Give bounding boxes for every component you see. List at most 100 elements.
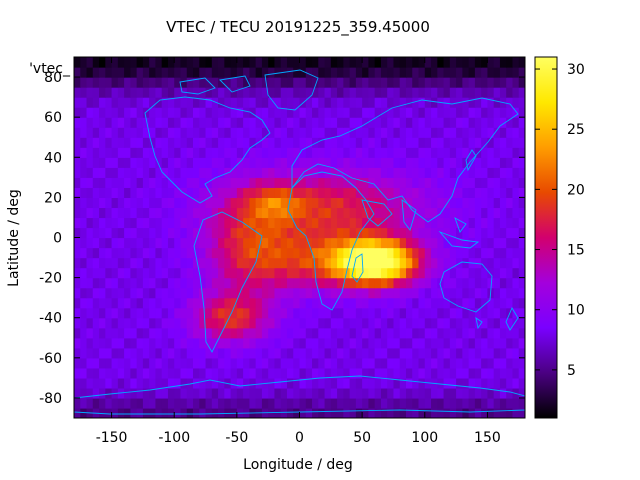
heat-cell — [305, 237, 313, 249]
heat-cell — [418, 397, 426, 409]
heat-cell — [99, 397, 106, 409]
heat-cell — [293, 177, 301, 188]
heat-cell — [136, 157, 144, 168]
heat-cell — [462, 387, 470, 399]
heat-cell — [437, 327, 445, 339]
heat-cell — [443, 207, 451, 219]
heat-cell — [136, 347, 144, 359]
heat-cell — [312, 117, 319, 128]
heat-cell — [424, 337, 432, 349]
heat-cell — [155, 197, 163, 209]
heat-cell — [136, 317, 144, 329]
heat-cell — [481, 177, 489, 188]
heat-cell — [481, 207, 489, 219]
heat-cell — [230, 97, 238, 108]
heat-cell — [243, 227, 250, 239]
colorbar-tick-label: 30 — [567, 62, 585, 78]
heat-cell — [293, 357, 301, 369]
heat-cell — [362, 387, 369, 399]
heat-cell — [155, 167, 163, 178]
heat-cell — [230, 207, 238, 219]
heat-cell — [255, 267, 263, 279]
heat-cell — [449, 117, 457, 128]
heat-cell — [149, 337, 157, 349]
heat-cell — [405, 277, 413, 289]
heat-cell — [286, 317, 294, 329]
heat-cell — [180, 57, 188, 68]
heat-cell — [280, 337, 288, 349]
heat-cell — [380, 77, 388, 88]
heat-cell — [431, 67, 438, 78]
heat-cell — [318, 167, 326, 178]
heat-cell — [437, 57, 445, 68]
heat-cell — [86, 267, 94, 279]
heat-cell — [199, 267, 207, 279]
heat-cell — [255, 137, 263, 148]
heat-cell — [186, 207, 194, 219]
heat-cell — [443, 337, 451, 349]
heat-cell — [456, 237, 463, 249]
heat-cell — [236, 137, 244, 148]
heat-cell — [136, 97, 144, 108]
heat-cell — [186, 237, 194, 249]
heat-cell — [268, 207, 276, 219]
heat-cell — [374, 127, 382, 138]
heat-cell — [518, 57, 525, 68]
heat-cell — [218, 177, 225, 188]
heat-cell — [161, 397, 169, 409]
heat-cell — [399, 177, 407, 188]
heat-cell — [324, 337, 332, 349]
heat-cell — [130, 377, 138, 389]
heat-cell — [86, 337, 94, 349]
heat-cell — [343, 277, 351, 289]
heat-cell — [92, 387, 100, 399]
heat-cell — [380, 87, 388, 98]
heat-cell — [405, 287, 413, 299]
heat-cell — [117, 257, 125, 269]
heat-cell — [105, 217, 113, 229]
heat-cell — [130, 167, 138, 178]
heat-cell — [230, 67, 238, 78]
heat-cell — [236, 327, 244, 339]
heat-cell — [312, 197, 319, 209]
heat-cell — [167, 287, 175, 299]
heat-cell — [462, 57, 470, 68]
heat-cell — [149, 67, 157, 78]
heat-cell — [506, 157, 514, 168]
heat-cell — [506, 387, 514, 399]
heat-cell — [399, 107, 407, 118]
heat-cell — [236, 347, 244, 359]
heat-cell — [374, 87, 382, 98]
heat-cell — [412, 297, 420, 309]
heat-cell — [299, 297, 307, 309]
heat-cell — [337, 237, 344, 249]
heat-cell — [161, 347, 169, 359]
heat-cell — [506, 247, 514, 259]
heat-cell — [293, 317, 301, 329]
heat-cell — [261, 207, 269, 219]
heat-cell — [230, 287, 238, 299]
heat-cell — [74, 317, 81, 329]
heat-cell — [318, 197, 326, 209]
heat-cell — [105, 177, 113, 188]
heat-cell — [318, 347, 326, 359]
heat-cell — [368, 157, 376, 168]
heat-cell — [449, 67, 457, 78]
heat-cell — [412, 107, 420, 118]
heat-cell — [111, 127, 119, 138]
heat-cell — [337, 127, 344, 138]
heat-cell — [211, 317, 219, 329]
heat-cell — [199, 317, 207, 329]
heat-cell — [343, 257, 351, 269]
heat-cell — [456, 137, 463, 148]
heat-cell — [418, 387, 426, 399]
heat-cell — [199, 207, 207, 219]
colorbar-tick-label: 25 — [567, 122, 585, 138]
heat-cell — [343, 407, 351, 418]
heat-cell — [105, 277, 113, 289]
heat-cell — [149, 357, 157, 369]
heat-cell — [86, 67, 94, 78]
heat-cell — [324, 57, 332, 68]
heat-cell — [236, 277, 244, 289]
heat-cell — [405, 167, 413, 178]
